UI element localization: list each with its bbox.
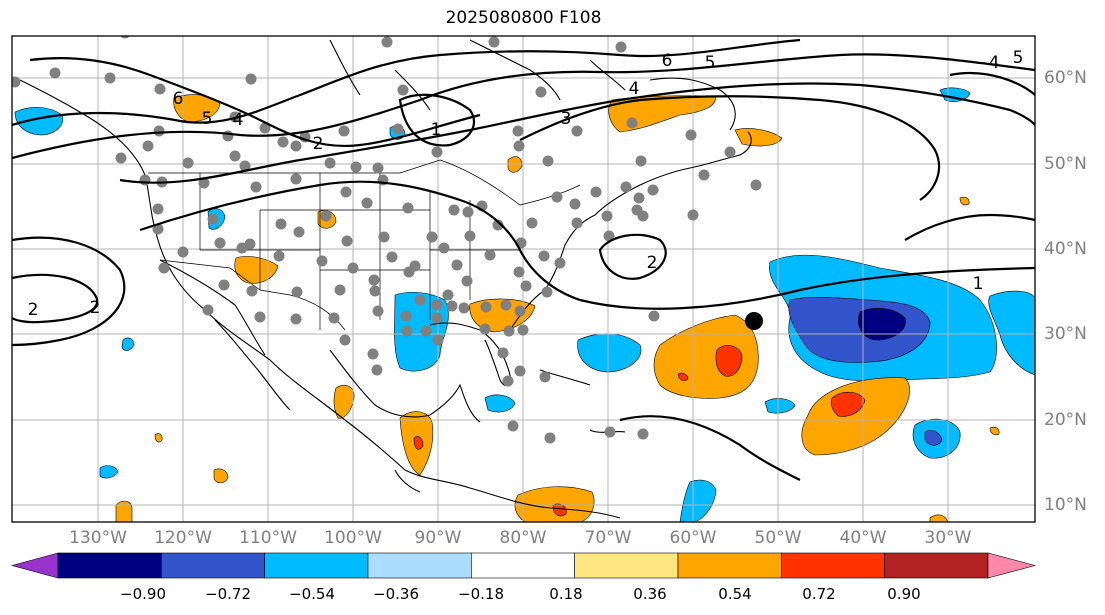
colorbar-extend-low <box>10 552 59 579</box>
colorbar-segment <box>161 552 265 579</box>
lon-label: 60°W <box>669 528 717 548</box>
lat-label: 60°N <box>1044 68 1087 88</box>
anomaly-shading <box>14 87 1035 522</box>
svg-text:2: 2 <box>647 253 658 273</box>
colorbar-tick: 0.36 <box>633 585 667 603</box>
colorbar-segment <box>677 552 782 579</box>
svg-text:1: 1 <box>973 274 984 294</box>
colorbar-segment <box>264 552 369 579</box>
lat-label: 30°N <box>1044 324 1087 344</box>
colorbar-extend-high <box>987 552 1037 579</box>
colorbar-tick: −0.36 <box>373 585 419 603</box>
lon-label: 130°W <box>69 528 127 548</box>
storm-marker <box>745 312 763 330</box>
lon-label: 110°W <box>239 528 297 548</box>
svg-text:6: 6 <box>662 51 673 71</box>
colorbar-segment <box>884 552 989 579</box>
svg-text:2: 2 <box>28 300 39 320</box>
lat-label: 50°N <box>1044 154 1087 174</box>
colorbar-segment <box>574 552 679 579</box>
contours <box>12 38 1035 481</box>
lon-label: 30°W <box>924 528 972 548</box>
colorbar-tick: 0.18 <box>549 585 583 603</box>
svg-text:3: 3 <box>561 109 572 129</box>
station-dots <box>12 36 762 444</box>
lon-label: 100°W <box>324 528 382 548</box>
weather-map: 6 5 4 3 2 1 6 5 4 1 2 5 4 2 2 <box>11 35 1036 523</box>
svg-text:4: 4 <box>233 110 244 130</box>
colorbar-segment <box>471 552 575 579</box>
lon-label: 80°W <box>499 528 547 548</box>
coastlines <box>19 39 752 519</box>
colorbar-tick: 0.54 <box>718 585 752 603</box>
lon-label: 50°W <box>754 528 802 548</box>
svg-text:1: 1 <box>431 120 442 140</box>
lon-label: 40°W <box>839 528 887 548</box>
map-title: 2025080800 F108 <box>445 8 602 28</box>
colorbar-tick: 0.90 <box>887 585 921 603</box>
svg-text:4: 4 <box>629 79 640 99</box>
colorbar-tick: −0.54 <box>289 585 335 603</box>
svg-text:2: 2 <box>313 134 324 154</box>
colorbar <box>10 552 1037 579</box>
pos-field-atlantic-east <box>801 377 910 456</box>
contour-labels: 6 5 4 3 2 1 6 5 4 1 2 5 4 2 2 <box>28 48 1024 320</box>
lon-label: 120°W <box>154 528 212 548</box>
colorbar-segment <box>57 552 162 579</box>
colorbar-tick: −0.72 <box>205 585 251 603</box>
lon-label: 90°W <box>414 528 462 548</box>
svg-text:5: 5 <box>202 109 213 129</box>
neg-field-east <box>988 290 1035 376</box>
colorbar-tick: −0.18 <box>458 585 504 603</box>
svg-text:2: 2 <box>90 298 101 318</box>
colorbar-segment <box>781 552 885 579</box>
lat-label: 20°N <box>1044 410 1087 430</box>
lat-label: 40°N <box>1044 239 1087 259</box>
colorbar-tick: 0.72 <box>802 585 836 603</box>
svg-text:6: 6 <box>173 89 184 109</box>
lat-label: 10°N <box>1044 495 1087 515</box>
lon-label: 70°W <box>584 528 632 548</box>
svg-text:5: 5 <box>705 53 716 73</box>
svg-text:4: 4 <box>989 53 1000 73</box>
colorbar-segment <box>367 552 472 579</box>
svg-text:5: 5 <box>1013 48 1024 68</box>
colorbar-tick: −0.90 <box>120 585 166 603</box>
